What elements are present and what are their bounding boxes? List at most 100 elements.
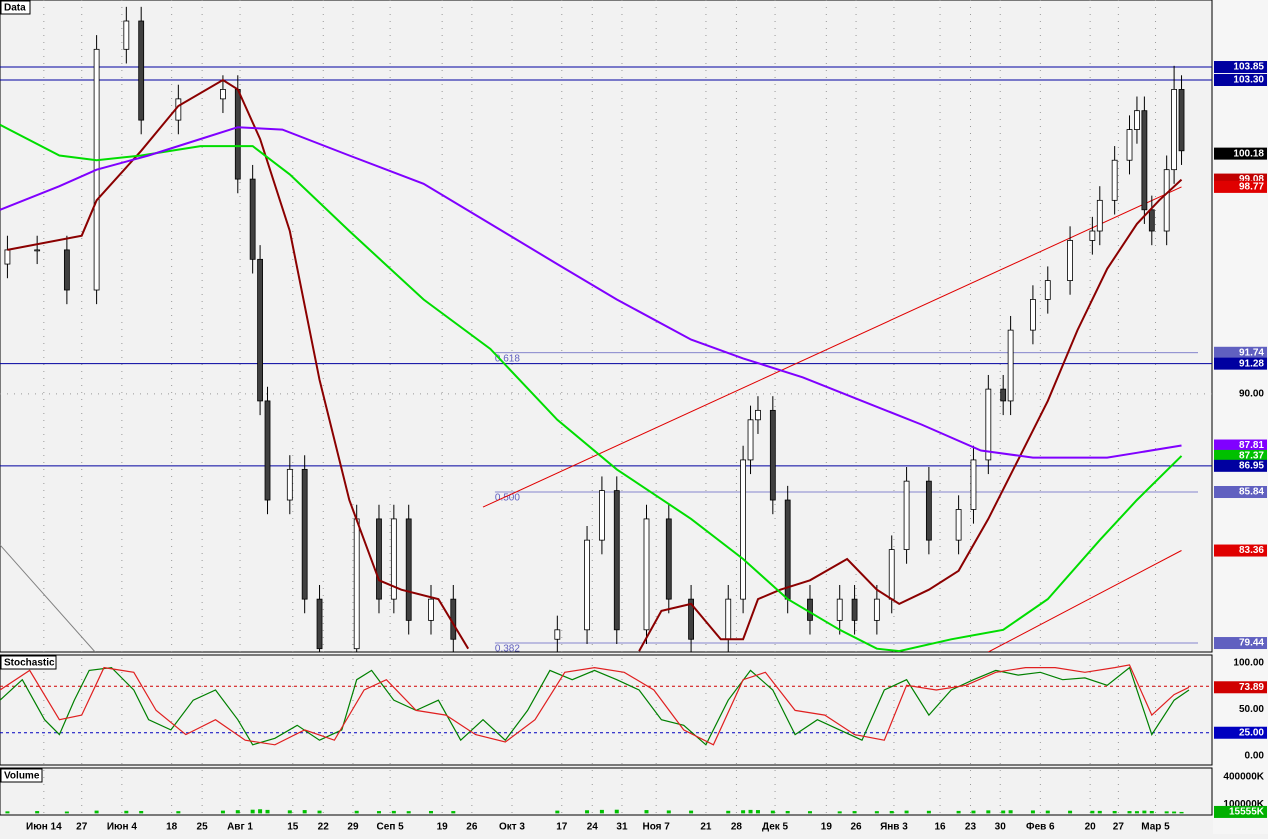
candle-body xyxy=(643,518,650,631)
candle-body xyxy=(63,249,70,291)
price-panel xyxy=(0,0,1213,653)
value-tag xyxy=(1214,357,1267,370)
value-tag xyxy=(1214,61,1267,74)
trend-line xyxy=(0,544,96,652)
volume-bar xyxy=(265,809,270,814)
moving-average xyxy=(0,126,1182,459)
volume-panel xyxy=(0,767,1213,816)
candle-body xyxy=(755,409,761,421)
y-tick-label: 0.00 xyxy=(1245,751,1265,762)
x-tick-label: 26 xyxy=(850,822,862,833)
value-tag-label: 87.37 xyxy=(1239,451,1264,462)
x-tick-label: Янв 3 xyxy=(880,822,908,833)
volume-bar xyxy=(1090,810,1095,814)
value-tag xyxy=(1214,449,1267,462)
value-tag xyxy=(1214,439,1267,452)
volume-bar xyxy=(689,810,694,814)
candle-body xyxy=(1089,230,1096,241)
y-tick-label: 90.00 xyxy=(1239,388,1264,399)
panel-title: Volume xyxy=(4,771,40,782)
value-tag-label: 103.30 xyxy=(1233,75,1264,86)
x-tick-label: 15 xyxy=(287,822,299,833)
candle-body xyxy=(249,178,256,260)
candle-body xyxy=(353,518,360,650)
candle-body xyxy=(1096,199,1103,232)
candle-body xyxy=(599,490,605,541)
candle-body xyxy=(1171,89,1178,171)
value-tag-label: 91.74 xyxy=(1239,347,1264,358)
volume-bar xyxy=(1164,811,1169,814)
volume-bar xyxy=(139,810,144,814)
value-tag-label: 83.36 xyxy=(1239,545,1264,556)
x-tick-label: 23 xyxy=(965,822,977,833)
volume-bar xyxy=(971,810,976,814)
x-tick-label: 27 xyxy=(1113,822,1125,833)
volume-bar xyxy=(250,809,255,814)
candle-body xyxy=(286,468,293,501)
x-tick-label: Сеп 5 xyxy=(377,822,405,833)
volume-bar xyxy=(1097,810,1102,814)
volume-bar xyxy=(755,810,760,814)
volume-bar xyxy=(926,810,931,814)
volume-bar xyxy=(614,809,619,814)
volume-bar xyxy=(555,810,560,814)
volume-bar xyxy=(741,810,746,814)
volume-bar xyxy=(235,810,240,814)
candle-body xyxy=(405,518,412,621)
candle-body xyxy=(1007,329,1014,402)
x-tick-label: 28 xyxy=(731,822,743,833)
volume-bar xyxy=(406,811,411,814)
x-tick-label: 27 xyxy=(76,822,88,833)
candle-body xyxy=(1178,89,1185,152)
volume-bar xyxy=(599,809,604,814)
value-tag xyxy=(1214,805,1267,818)
value-tag xyxy=(1214,346,1267,359)
candle-body xyxy=(554,629,561,640)
y-tick-label: 50.00 xyxy=(1239,704,1264,715)
value-tag-label: 85.84 xyxy=(1239,487,1264,498)
value-tag-label: 98.77 xyxy=(1239,182,1264,193)
candle-body xyxy=(784,499,791,600)
value-tag xyxy=(1214,486,1267,499)
value-tag-label: 87.81 xyxy=(1239,440,1264,451)
volume-bar xyxy=(1179,811,1184,814)
x-tick-label: 19 xyxy=(821,822,833,833)
candle-body xyxy=(688,598,694,640)
fibo-label: 0.500 xyxy=(495,493,520,504)
value-tag xyxy=(1214,73,1267,86)
value-tag-label: 91.28 xyxy=(1239,358,1264,369)
value-tag xyxy=(1214,544,1267,557)
candle-body xyxy=(836,598,843,621)
candle-body xyxy=(1163,169,1170,232)
axis-area xyxy=(1213,0,1268,834)
x-tick-label: 22 xyxy=(318,822,330,833)
candle-body xyxy=(903,480,910,550)
stochastic-line xyxy=(0,664,1190,746)
candle-body xyxy=(264,400,271,501)
candle-body xyxy=(301,468,308,600)
volume-bar xyxy=(428,810,433,814)
value-tag-label: 103.85 xyxy=(1233,62,1264,73)
x-tick-label: 17 xyxy=(556,822,568,833)
panel-label-box xyxy=(0,0,31,15)
x-tick-label: 18 xyxy=(166,822,178,833)
value-tag xyxy=(1214,180,1267,193)
volume-bar xyxy=(94,810,99,814)
candle-body xyxy=(769,409,776,501)
x-tick-label: 29 xyxy=(347,822,359,833)
candle-body xyxy=(970,459,977,510)
value-tag-label: 100.18 xyxy=(1233,148,1264,159)
volume-bar xyxy=(956,810,961,814)
volume-bar xyxy=(726,810,731,814)
y-tick-label: 400000K xyxy=(1223,771,1264,782)
volume-bar xyxy=(1001,810,1006,814)
x-tick-label: Мар 5 xyxy=(1141,822,1170,833)
panel-label-box xyxy=(0,768,43,783)
value-tag xyxy=(1214,459,1267,472)
value-tag-label: 25.00 xyxy=(1239,727,1264,738)
candle-body xyxy=(1000,388,1007,402)
candle-body xyxy=(740,459,747,600)
candle-body xyxy=(390,518,397,600)
candle-body xyxy=(316,598,323,650)
